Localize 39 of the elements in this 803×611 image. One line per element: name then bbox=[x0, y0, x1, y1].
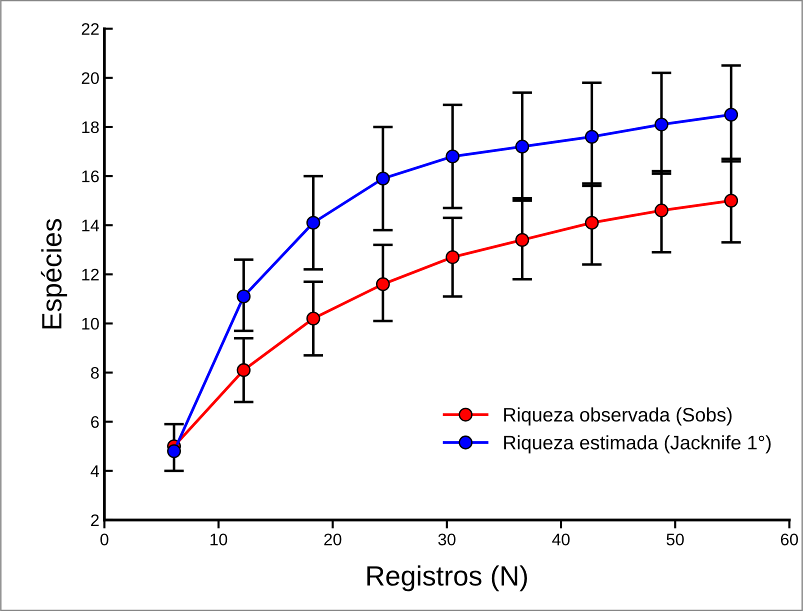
x-tick-label: 60 bbox=[780, 534, 798, 546]
point bbox=[515, 233, 530, 247]
y-tick-label: 16 bbox=[82, 170, 99, 182]
legend-label: Riqueza observada (Sobs) bbox=[504, 407, 732, 426]
y-tick-label: 10 bbox=[82, 318, 99, 330]
point bbox=[306, 216, 320, 230]
point bbox=[446, 149, 460, 164]
y-axis-title: Espécies bbox=[40, 218, 68, 328]
x-tick-label: 10 bbox=[210, 534, 228, 546]
legend-label: Riqueza estimada (Jacknife 1°) bbox=[504, 435, 771, 454]
point bbox=[654, 204, 668, 218]
point bbox=[724, 194, 738, 208]
point bbox=[654, 118, 668, 132]
y-tick-label: 20 bbox=[82, 72, 99, 84]
point bbox=[306, 312, 320, 326]
point bbox=[584, 130, 599, 144]
x-tick-label: 20 bbox=[324, 534, 342, 546]
x-tick-label: 30 bbox=[438, 534, 456, 546]
x-tick-label: 40 bbox=[552, 534, 570, 546]
point bbox=[446, 250, 460, 264]
point bbox=[236, 290, 251, 304]
y-tick-label: 4 bbox=[90, 465, 100, 477]
x-tick-label: 0 bbox=[100, 534, 108, 546]
point bbox=[584, 216, 599, 230]
y-tick-label: 22 bbox=[82, 23, 99, 35]
point bbox=[167, 444, 181, 458]
x-tick-label: 50 bbox=[666, 534, 684, 546]
y-tick-label: 2 bbox=[91, 514, 99, 526]
point bbox=[724, 108, 738, 122]
point bbox=[376, 172, 390, 186]
y-tick-label: 12 bbox=[82, 268, 99, 280]
x-axis-title: Registros (N) bbox=[367, 565, 527, 592]
y-tick-label: 18 bbox=[82, 121, 99, 134]
y-tick-label: 8 bbox=[90, 366, 99, 379]
y-tick-label: 14 bbox=[82, 220, 100, 232]
point bbox=[515, 140, 530, 154]
point bbox=[376, 277, 390, 292]
point bbox=[236, 363, 251, 378]
y-tick-label: 6 bbox=[91, 416, 99, 428]
